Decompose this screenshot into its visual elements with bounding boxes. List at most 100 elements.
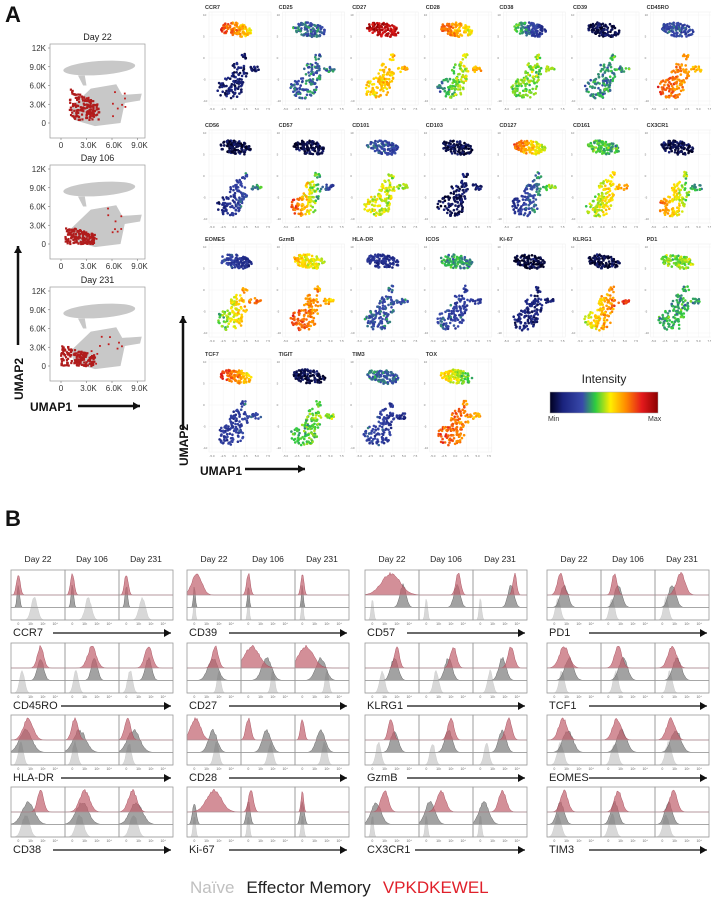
- cell-point: [316, 300, 319, 304]
- cell-point: [683, 203, 686, 206]
- cell-point: [236, 206, 240, 209]
- vpkdkewel-point: [66, 233, 70, 236]
- y-tick-label: 0: [497, 174, 499, 178]
- cell-point: [239, 24, 242, 27]
- cell-point: [548, 185, 551, 189]
- cell-point: [395, 263, 399, 267]
- cell-point: [535, 190, 538, 193]
- vpkdkewel-point: [82, 107, 85, 110]
- cell-point: [512, 202, 516, 205]
- vpkdkewel-point: [74, 115, 77, 118]
- cell-point: [589, 94, 592, 97]
- cell-point: [235, 297, 238, 301]
- cell-point: [689, 187, 693, 190]
- vpkdkewel-point: [73, 230, 76, 233]
- cell-point: [230, 150, 234, 154]
- x-tick-label: 0.0: [306, 107, 311, 111]
- x-tick-label: 0.0: [527, 225, 532, 229]
- y-tick-label: 0: [645, 56, 647, 60]
- cell-point: [470, 148, 474, 152]
- cell-point: [243, 305, 247, 308]
- cell-point: [374, 254, 378, 258]
- vpkdkewel-point: [92, 115, 96, 118]
- cell-point: [682, 197, 685, 201]
- x-tick-label: 7.5: [340, 225, 345, 229]
- cell-point: [602, 24, 606, 28]
- cell-point: [594, 93, 598, 96]
- cell-point: [309, 258, 313, 262]
- vpkdkewel-point: [88, 99, 91, 102]
- x-tick-label: 5.0: [623, 225, 628, 229]
- x-tick-label: 5.0: [328, 107, 333, 111]
- cell-point: [453, 23, 457, 26]
- cell-point: [304, 73, 308, 76]
- cell-point: [459, 92, 463, 96]
- cell-point: [382, 210, 386, 214]
- cell-point: [385, 87, 389, 91]
- cell-point: [371, 198, 375, 201]
- vpkdkewel-point: [70, 234, 73, 237]
- cell-point: [313, 90, 317, 94]
- cell-point: [234, 257, 237, 261]
- cell-point: [601, 92, 605, 96]
- vpkdkewel-point: [75, 239, 78, 242]
- cell-point: [450, 68, 454, 72]
- cell-point: [234, 86, 237, 90]
- cell-point: [452, 208, 456, 212]
- cell-point: [532, 92, 536, 96]
- cell-point: [310, 140, 313, 144]
- cell-point: [470, 30, 473, 34]
- cell-point: [300, 77, 303, 80]
- cell-point: [248, 28, 251, 32]
- vpkdkewel-point: [77, 232, 81, 235]
- y-tick-label: 5: [203, 153, 205, 157]
- cell-point: [221, 259, 224, 263]
- vpkdkewel-point: [96, 113, 99, 116]
- cell-point: [448, 85, 452, 89]
- cell-point: [220, 82, 223, 85]
- cell-point: [251, 69, 254, 72]
- vpkdkewel-point: [72, 115, 75, 118]
- cell-point: [598, 205, 601, 208]
- cell-point: [305, 318, 308, 321]
- cell-point: [313, 308, 316, 312]
- vpkdkewel-point: [91, 354, 94, 358]
- vpkdkewel-point: [87, 241, 90, 244]
- x-tick-label: 7.5: [560, 107, 565, 111]
- cell-point: [515, 145, 519, 148]
- y-tick-label: -10: [645, 99, 650, 103]
- cell-point: [530, 70, 534, 74]
- cell-point: [305, 185, 309, 189]
- cell-point: [243, 32, 247, 36]
- cell-point: [308, 212, 311, 215]
- vpkdkewel-point: [87, 96, 90, 99]
- y-tick-label: 0: [42, 240, 47, 249]
- vpkdkewel-point: [64, 349, 67, 352]
- cell-point: [683, 173, 686, 176]
- cell-point: [240, 74, 244, 78]
- cell-point: [604, 79, 608, 82]
- cell-point: [387, 186, 391, 189]
- cell-point: [387, 173, 390, 176]
- vpkdkewel-point: [116, 107, 119, 110]
- vpkdkewel-point: [85, 240, 88, 243]
- vpkdkewel-point: [89, 362, 92, 365]
- cell-point: [437, 199, 441, 203]
- cell-point: [226, 203, 229, 207]
- vpkdkewel-point: [67, 352, 70, 355]
- cell-point: [610, 25, 614, 28]
- cell-point: [510, 85, 514, 89]
- cell-point: [304, 82, 308, 85]
- cell-point: [225, 208, 228, 212]
- vpkdkewel-point: [107, 214, 110, 217]
- cell-point: [306, 263, 310, 267]
- cell-point: [609, 184, 613, 187]
- cell-point: [240, 264, 243, 268]
- vpkdkewel-point: [77, 358, 80, 361]
- cell-point: [371, 31, 375, 34]
- cell-point: [228, 150, 231, 154]
- vpkdkewel-point: [82, 364, 85, 367]
- cell-point: [304, 195, 308, 198]
- vpkdkewel-point: [62, 364, 65, 367]
- cell-point: [366, 324, 369, 328]
